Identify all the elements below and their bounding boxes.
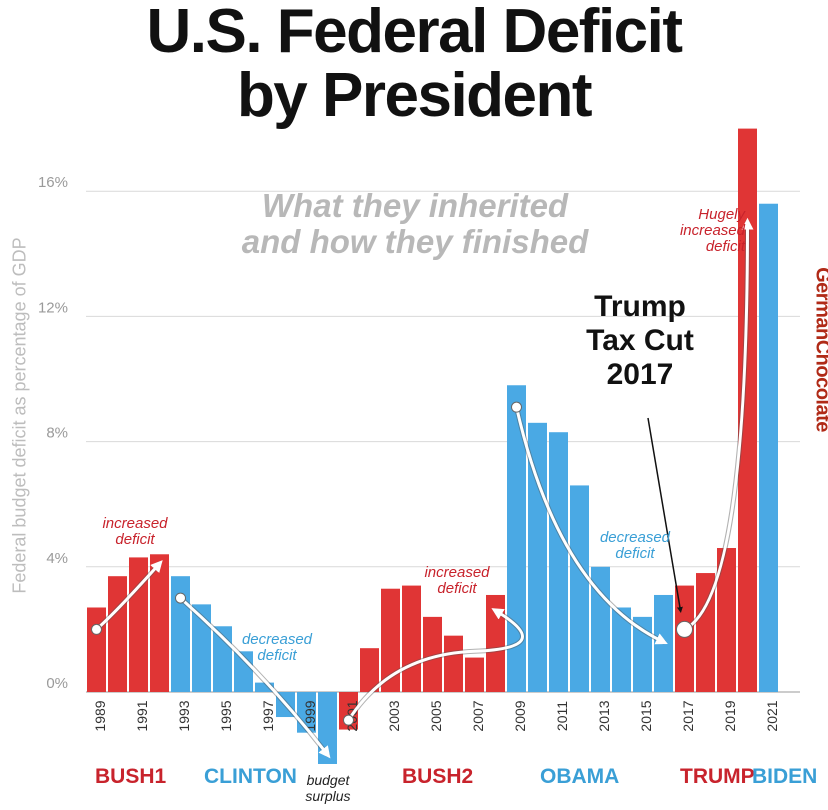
x-tick-label: 1999	[302, 700, 318, 731]
president-label-bush2: BUSH2	[402, 765, 474, 788]
president-label-bush1: BUSH1	[95, 765, 167, 788]
arrow-obama	[515, 405, 668, 645]
bar-1997	[255, 682, 274, 692]
president-label-biden: BIDEN	[752, 765, 818, 788]
president-label-clinton: CLINTON	[204, 765, 297, 788]
arrow-bush1	[95, 560, 163, 631]
bar-1994	[192, 604, 211, 692]
tax-cut-line-1: Trump	[594, 290, 686, 323]
bar-2004	[402, 585, 421, 692]
x-tick-label: 1989	[92, 700, 108, 731]
bar-2012	[570, 485, 589, 692]
x-tick-label: 1993	[176, 700, 192, 731]
bar-2003	[381, 588, 400, 692]
x-tick-label: 2011	[554, 701, 570, 731]
chart-title: U.S. Federal Deficit by President	[0, 0, 828, 128]
tax-cut-line-3: 2017	[606, 358, 674, 391]
y-tick-label: 0%	[46, 675, 68, 692]
arrow-bush2	[347, 608, 524, 722]
bar-2006	[444, 635, 463, 692]
bar-2019	[717, 548, 736, 692]
bar-1990	[108, 576, 127, 692]
arrow-start-trump	[676, 620, 693, 638]
x-tick-label: 1991	[134, 700, 150, 731]
annotation-surplus: budget surplus	[305, 772, 351, 804]
x-tick-label: 1997	[260, 700, 276, 731]
tax-cut-pointer	[647, 417, 683, 613]
arrow-start-bush1	[91, 623, 102, 635]
bar-2007	[465, 657, 484, 692]
annotation-obama: decreased deficit	[599, 529, 671, 562]
annotation-clinton: decreased deficit	[241, 631, 313, 664]
arrow-start-clinton	[175, 592, 186, 604]
arrow-start-bush2	[343, 714, 354, 726]
president-label-obama: OBAMA	[540, 765, 620, 788]
bar-2015	[633, 616, 652, 692]
x-tick-label: 2003	[386, 700, 402, 731]
x-tick-label: 2007	[470, 700, 486, 731]
x-tick-label: 2013	[596, 700, 612, 731]
bar-2018	[696, 573, 715, 692]
tax-cut-label: Trump Tax Cut 2017	[560, 290, 720, 392]
arrow-trump	[683, 217, 754, 631]
y-tick-label: 8%	[46, 425, 68, 442]
chart-subtitle-line-2: and how they finished	[241, 223, 589, 260]
bar-2017	[675, 585, 694, 692]
arrow-start-obama	[511, 401, 522, 413]
chart-title-line-1: U.S. Federal Deficit	[146, 0, 683, 66]
bar-1993	[171, 576, 190, 692]
y-tick-label: 12%	[38, 299, 68, 316]
arrow-clinton	[179, 596, 331, 759]
bar-1992	[150, 554, 169, 692]
bar-2005	[423, 616, 442, 692]
x-tick-label: 2021	[764, 700, 780, 731]
annotation-bush2: increased deficit	[424, 564, 490, 597]
bar-2020	[738, 128, 757, 693]
x-tick-label: 2019	[722, 700, 738, 731]
bar-2002	[360, 648, 379, 692]
bar-2011	[549, 432, 568, 692]
x-tick-label: 2017	[680, 700, 696, 731]
chart-title-line-2: by President	[236, 61, 593, 130]
bar-2009	[507, 385, 526, 692]
bar-2021	[759, 203, 778, 692]
x-tick-label: 2015	[638, 700, 654, 731]
bar-2014	[612, 607, 631, 692]
y-tick-label: 16%	[38, 174, 68, 191]
y-tick-label: 4%	[46, 550, 68, 567]
x-tick-label: 2005	[428, 700, 444, 731]
president-label-trump: TRUMP	[680, 765, 755, 788]
chart-subtitle: What they inherited and how they finishe…	[205, 188, 625, 260]
annotation-bush1: increased deficit	[102, 515, 168, 548]
annotation-trump: Hugely increased deficit	[679, 206, 745, 255]
chart-subtitle-line-1: What they inherited	[261, 187, 569, 224]
tax-cut-line-2: Tax Cut	[586, 324, 694, 357]
x-tick-label: 1995	[218, 700, 234, 731]
x-tick-label: 2009	[512, 700, 528, 731]
